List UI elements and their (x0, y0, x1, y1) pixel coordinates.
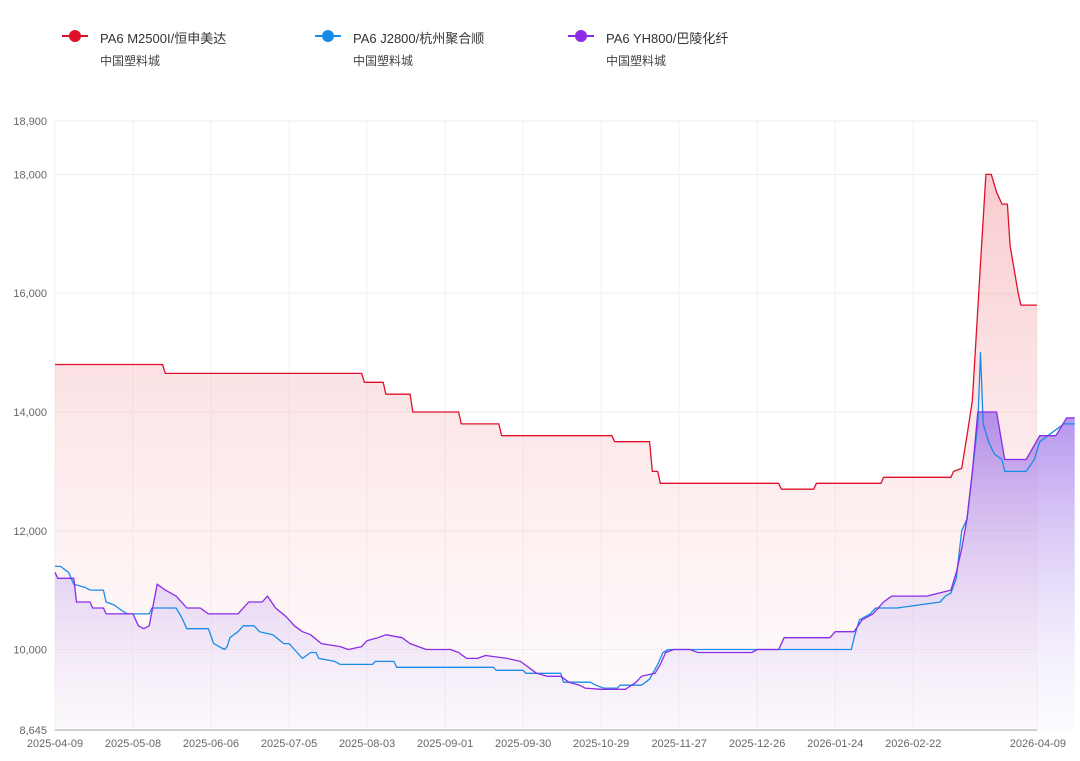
series-area (55, 174, 1037, 730)
legend-dot-swatch (322, 30, 334, 42)
legend-series-name: PA6 J2800/杭州聚合顺 (353, 31, 485, 46)
y-tick-label: 14,000 (13, 407, 47, 419)
y-tick-label: 12,000 (13, 526, 47, 538)
line-dot-marker-icon (315, 30, 341, 42)
x-tick-label: 2025-11-27 (651, 738, 706, 750)
x-tick-label: 2025-10-29 (573, 738, 629, 750)
legend-dot-swatch (575, 30, 587, 42)
x-tick-label: 2026-01-24 (807, 738, 863, 750)
series-area (55, 412, 1075, 730)
legend-series-name: PA6 YH800/巴陵化纤 (606, 31, 729, 46)
legend-series-source: 中国塑料城 (100, 54, 161, 68)
legend-series-source: 中国塑料城 (606, 54, 667, 68)
y-tick-label: 18,000 (13, 169, 47, 181)
legend-series-name: PA6 M2500I/恒申美达 (100, 31, 227, 46)
y-tick-label: 10,000 (13, 645, 47, 657)
x-tick-label: 2025-09-01 (417, 738, 473, 750)
x-tick-label: 2025-09-30 (495, 738, 551, 750)
x-tick-label: 2025-08-03 (339, 738, 395, 750)
series-line (55, 173, 1037, 490)
y-tick-label: 18,900 (13, 116, 47, 128)
x-tick-label: 2025-07-05 (261, 738, 317, 750)
line-dot-marker-icon (568, 30, 594, 42)
legend-dot-swatch (69, 30, 81, 42)
x-tick-label: 2025-06-06 (183, 738, 239, 750)
chart-legend: PA6 M2500I/恒申美达 中国塑料城 PA6 J2800/杭州聚合顺 中国… (0, 22, 1080, 82)
x-tick-label: 2026-02-22 (885, 738, 941, 750)
line-dot-marker-icon (62, 30, 88, 42)
x-tick-label: 2025-05-08 (105, 738, 161, 750)
x-tick-label: 2025-04-09 (27, 738, 83, 750)
legend-series-source: 中国塑料城 (353, 54, 414, 68)
x-tick-label: 2025-12-26 (729, 738, 785, 750)
y-tick-label: 8,645 (19, 725, 47, 737)
y-tick-label: 16,000 (13, 288, 47, 300)
x-tick-label: 2026-04-09 (1010, 738, 1066, 750)
series-line (54, 411, 1075, 690)
